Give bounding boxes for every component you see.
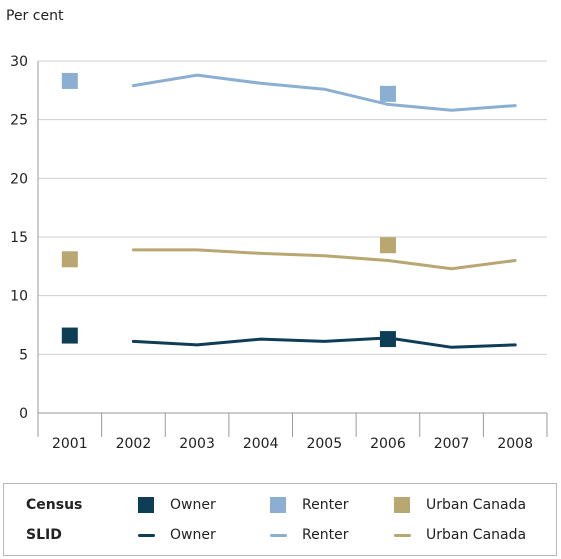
marker-census-owner xyxy=(61,327,78,344)
x-tick-label: 2005 xyxy=(306,436,342,452)
y-tick-label: 5 xyxy=(19,347,28,363)
y-tick-label: 25 xyxy=(10,113,28,129)
legend-item-label: Urban Canada xyxy=(426,527,527,543)
axes xyxy=(37,61,548,437)
y-tick-label: 10 xyxy=(10,289,28,305)
x-tick-label: 2007 xyxy=(434,436,470,452)
x-tick-label: 2003 xyxy=(179,436,215,452)
chart: Per cent 0 5 10 15 20 25 30 2001 2002 2003 2004 200… xyxy=(6,8,548,452)
legend-item-label: Owner xyxy=(170,527,216,543)
legend-swatch-square xyxy=(394,497,410,513)
legend-swatch-line xyxy=(138,534,155,537)
y-tick-label: 15 xyxy=(10,230,28,246)
legend-swatch-square xyxy=(270,497,286,513)
x-tick-label: 2006 xyxy=(370,436,406,452)
x-tick-label: 2002 xyxy=(116,436,152,452)
x-tick-label: 2004 xyxy=(243,436,279,452)
marker-census-owner xyxy=(379,331,396,348)
marker-census-urban-canada xyxy=(61,251,78,268)
legend-swatch-line xyxy=(270,534,287,537)
y-axis-label: Per cent xyxy=(6,8,64,24)
series-line-slid-owner xyxy=(131,336,517,349)
marker-census-renter xyxy=(61,72,78,89)
legend-row-slid: SLID Owner Renter Urban Canada xyxy=(4,524,556,548)
x-tick-label: 2001 xyxy=(52,436,88,452)
marker-census-urban-canada xyxy=(379,237,396,254)
legend-row-census: Census Owner Renter Urban Canada xyxy=(4,494,556,518)
legend-item-label: Renter xyxy=(302,527,349,543)
series-line-slid-urban-canada xyxy=(131,248,517,271)
x-tick-label: 2008 xyxy=(497,436,533,452)
y-tick-label: 20 xyxy=(10,171,28,187)
legend-item-label: Owner xyxy=(170,497,216,513)
legend: Census Owner Renter Urban Canada SLID Ow… xyxy=(3,483,557,556)
series-group xyxy=(61,72,517,349)
legend-swatch-square xyxy=(138,497,154,513)
legend-item-label: Renter xyxy=(302,497,349,513)
gridlines xyxy=(38,60,547,355)
legend-item-label: Urban Canada xyxy=(426,497,527,513)
tick-labels: 0 5 10 15 20 25 30 2001 2002 2003 2004 2005 2006 2007… xyxy=(10,54,533,452)
legend-slid-label: SLID xyxy=(26,527,62,543)
legend-census-label: Census xyxy=(26,497,83,513)
legend-swatch-line xyxy=(394,534,411,537)
series-line-slid-renter xyxy=(131,73,517,112)
marker-census-renter xyxy=(379,85,396,102)
y-tick-label: 30 xyxy=(10,54,28,70)
y-tick-label: 0 xyxy=(19,406,28,422)
